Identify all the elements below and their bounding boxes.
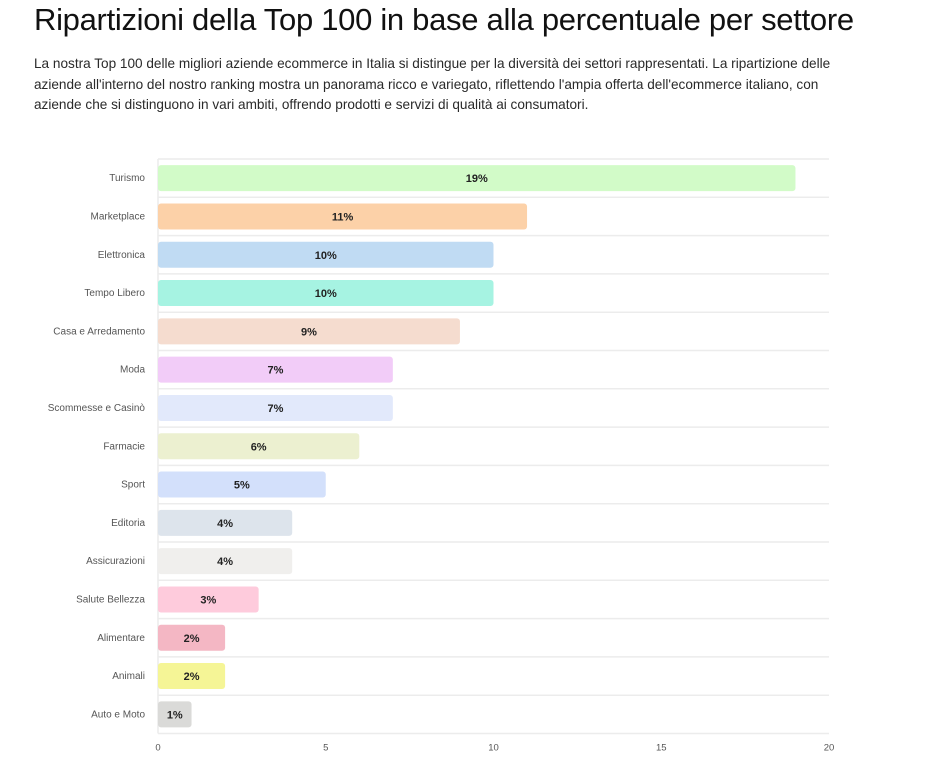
x-tick-label: 20 xyxy=(824,743,835,754)
bar-4 xyxy=(158,318,460,345)
bar-7 xyxy=(158,433,360,460)
category-label: Editoria xyxy=(111,518,145,529)
data-label: 9% xyxy=(301,326,317,338)
bar-12 xyxy=(158,624,226,651)
bar-10 xyxy=(158,548,293,575)
category-label: Animali xyxy=(112,671,145,682)
category-label: Scommesse e Casinò xyxy=(48,403,146,414)
data-label: 3% xyxy=(200,594,216,606)
bar-0 xyxy=(158,165,796,192)
bar-14 xyxy=(158,701,192,728)
x-tick-label: 10 xyxy=(488,743,499,754)
data-label: 7% xyxy=(267,365,283,377)
category-label: Farmacie xyxy=(103,441,145,452)
category-label: Casa e Arredamento xyxy=(53,326,145,337)
data-label: 7% xyxy=(267,403,283,415)
category-label: Moda xyxy=(120,365,145,376)
x-tick-label: 0 xyxy=(155,743,160,754)
data-label: 10% xyxy=(315,288,337,300)
data-label: 2% xyxy=(184,671,200,683)
category-label: Marketplace xyxy=(91,211,146,222)
x-tick-label: 15 xyxy=(656,743,667,754)
x-tick-label: 5 xyxy=(323,743,328,754)
bar-8 xyxy=(158,471,326,498)
bar-1 xyxy=(158,203,528,230)
data-label: 6% xyxy=(251,441,267,453)
bar-9 xyxy=(158,509,293,536)
bar-2 xyxy=(158,241,494,268)
category-label: Elettronica xyxy=(98,250,146,261)
bar-11 xyxy=(158,586,259,613)
data-label: 11% xyxy=(332,211,354,223)
page-title: Ripartizioni della Top 100 in base alla … xyxy=(34,2,854,37)
category-label: Sport xyxy=(121,480,145,491)
data-label: 1% xyxy=(167,709,183,721)
data-label: 19% xyxy=(466,173,488,185)
category-label: Tempo Libero xyxy=(84,288,145,299)
category-label: Turismo xyxy=(109,173,145,184)
category-label: Alimentare xyxy=(97,633,145,644)
category-label: Assicurazioni xyxy=(86,556,145,567)
data-label: 4% xyxy=(217,518,233,530)
data-label: 10% xyxy=(315,250,337,262)
bar-5 xyxy=(158,356,393,383)
data-label: 5% xyxy=(234,480,250,492)
bar-3 xyxy=(158,280,494,307)
data-label: 4% xyxy=(217,556,233,568)
bar-13 xyxy=(158,663,226,690)
description: La nostra Top 100 delle migliori aziende… xyxy=(34,56,831,112)
category-label: Auto e Moto xyxy=(91,709,145,720)
data-label: 2% xyxy=(184,633,200,645)
category-label: Salute Bellezza xyxy=(76,594,145,605)
bar-6 xyxy=(158,394,393,421)
